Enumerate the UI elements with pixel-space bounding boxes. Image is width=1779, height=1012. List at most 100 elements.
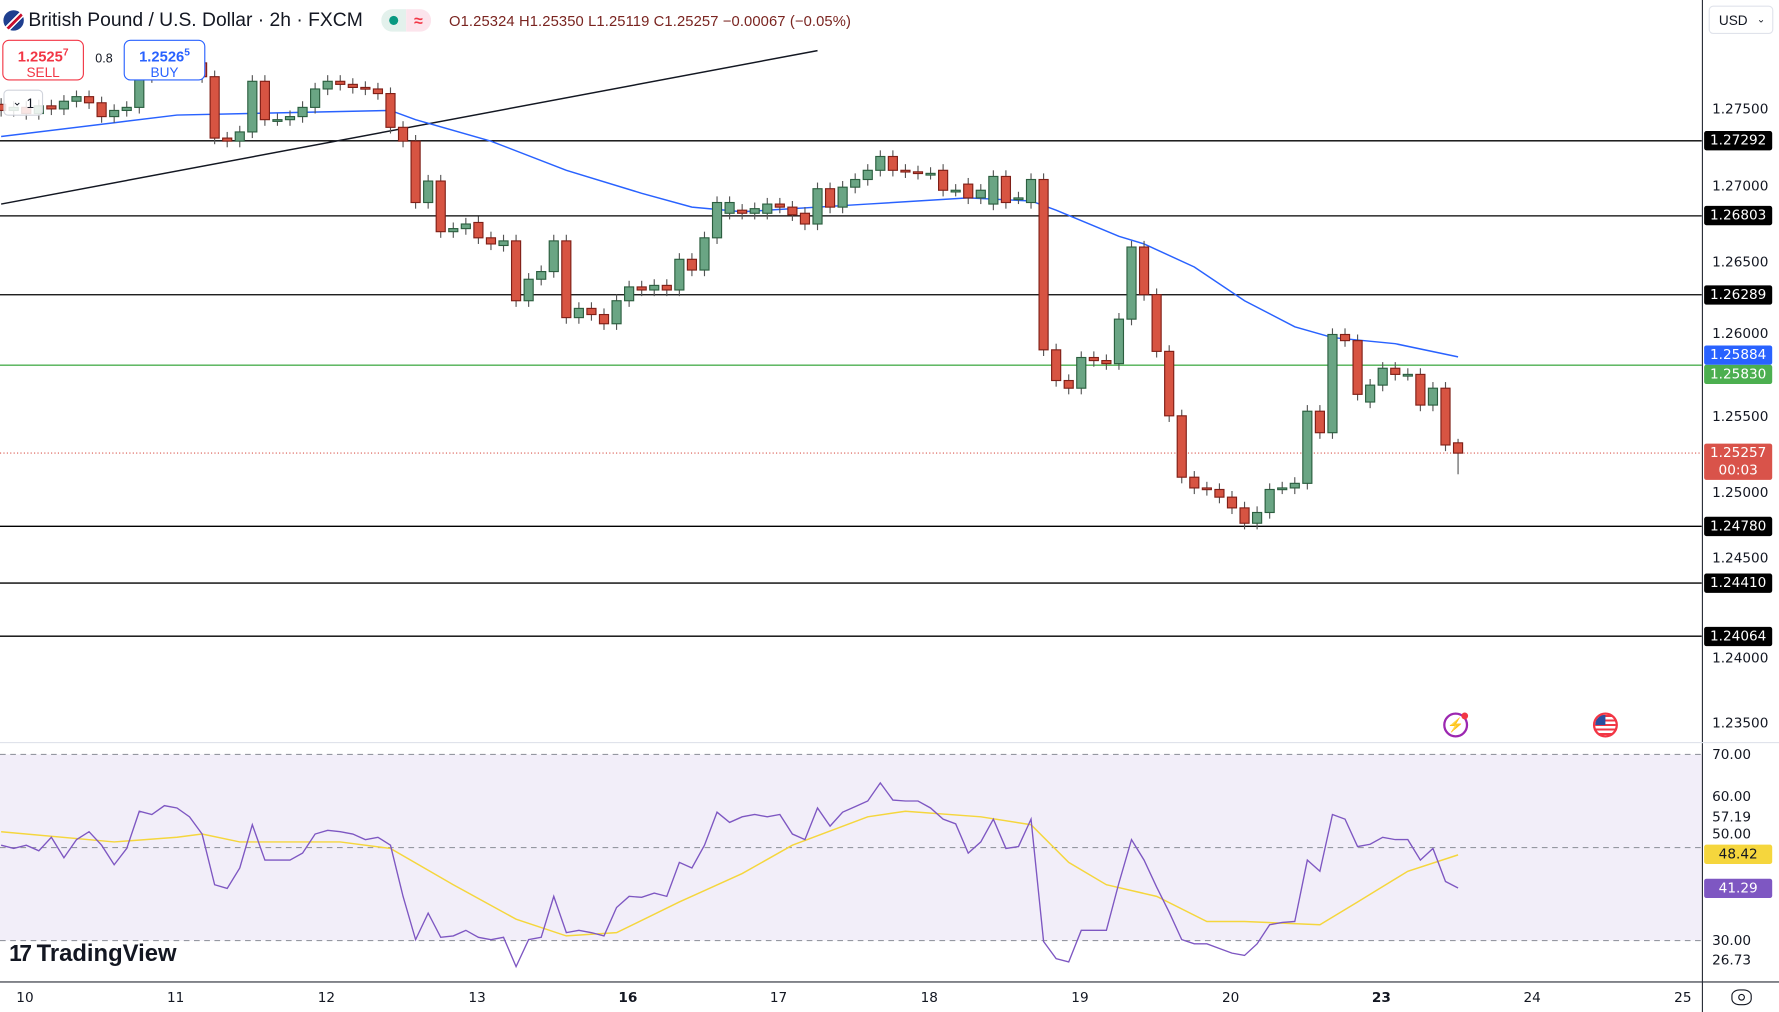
candle xyxy=(686,253,698,277)
time-tick-label: 12 xyxy=(317,989,336,1006)
candle-body xyxy=(1013,197,1024,201)
candle xyxy=(498,234,509,252)
candle-body xyxy=(498,240,509,247)
candle xyxy=(1126,240,1137,326)
candle-body xyxy=(1339,333,1351,342)
candle xyxy=(259,75,270,126)
candle xyxy=(247,75,258,139)
candle-body xyxy=(234,131,245,142)
rsi-tick-label: 60.00 xyxy=(1712,788,1752,805)
candle-body xyxy=(1076,356,1087,389)
tradingview-logo[interactable]: 17 TradingView xyxy=(9,941,176,968)
candle xyxy=(71,90,82,108)
low-label: L xyxy=(588,11,597,29)
indicator-count: 1 xyxy=(26,94,35,111)
candle-body xyxy=(1390,367,1401,375)
sell-price: 1.2525 xyxy=(17,48,63,66)
candle xyxy=(435,174,446,238)
candle xyxy=(649,279,660,297)
candle xyxy=(1201,481,1212,496)
candle-body xyxy=(360,86,371,90)
currency-select[interactable]: USD ⌄ xyxy=(1708,5,1774,35)
high-value: 1.25350 xyxy=(529,11,584,29)
price-tick-label: 1.23500 xyxy=(1712,714,1769,731)
candle xyxy=(862,164,873,186)
collapse-indicators-button[interactable]: ⌄ 1 xyxy=(3,89,44,116)
candle-body xyxy=(310,88,321,108)
us-flag-economic-event-icon[interactable] xyxy=(1592,712,1618,738)
candle-body xyxy=(1277,487,1288,491)
rsi-extreme-label: 57.19 xyxy=(1712,808,1752,825)
time-tick-label: 24 xyxy=(1523,989,1541,1006)
candle-body xyxy=(787,206,798,216)
candle xyxy=(573,302,584,324)
time-tick-label: 18 xyxy=(920,989,938,1006)
spread-value: 0.8 xyxy=(95,52,113,66)
rsi-tick-label: 30.00 xyxy=(1712,932,1752,949)
candle xyxy=(724,196,735,220)
candle-body xyxy=(774,203,785,208)
price-chart[interactable] xyxy=(0,0,1702,741)
candle-body xyxy=(448,228,459,233)
candle xyxy=(900,164,911,178)
candle-body xyxy=(523,278,534,302)
candle-body xyxy=(109,109,120,118)
candle xyxy=(109,104,120,123)
candle-body xyxy=(737,209,748,214)
time-tick-label: 10 xyxy=(16,989,34,1006)
candle xyxy=(988,170,999,211)
candle-body xyxy=(222,137,233,142)
buy-button[interactable]: 1.25265 BUY xyxy=(123,39,206,81)
candle xyxy=(975,184,986,205)
candle-body xyxy=(862,169,873,181)
candle-body xyxy=(975,189,986,199)
candle-body xyxy=(1440,387,1451,446)
candle-body xyxy=(335,80,346,85)
candle-body xyxy=(963,183,974,199)
candle xyxy=(222,131,233,148)
candle-body xyxy=(598,313,610,325)
lightning-event-icon[interactable]: ⚡ xyxy=(1443,712,1469,738)
rsi-chart[interactable] xyxy=(0,743,1702,981)
candle xyxy=(699,231,710,277)
candle xyxy=(548,234,559,278)
price-tick-label: 1.27500 xyxy=(1712,100,1769,117)
candle-body xyxy=(297,106,308,118)
level-price-tag: 1.24780 xyxy=(1704,516,1773,536)
candle-body xyxy=(1101,360,1112,365)
candle xyxy=(1365,378,1376,409)
candle xyxy=(1390,362,1401,381)
status-badges[interactable]: ≈ xyxy=(380,9,431,32)
candle xyxy=(1088,351,1099,367)
level-price-tag: 1.26289 xyxy=(1704,285,1773,305)
candle xyxy=(787,200,798,221)
candle xyxy=(1239,501,1250,530)
candle xyxy=(1051,343,1062,387)
price-tick-label: 1.25500 xyxy=(1712,407,1769,424)
candle xyxy=(1164,345,1175,422)
candle-body xyxy=(259,80,270,121)
candle-body xyxy=(661,284,672,291)
price-tick-label: 1.24000 xyxy=(1712,650,1769,667)
candle xyxy=(674,253,685,297)
pane-divider[interactable] xyxy=(0,742,1779,744)
candle xyxy=(1076,351,1087,395)
low-value: 1.25119 xyxy=(596,11,650,29)
candle-body xyxy=(1402,373,1413,377)
settings-gear-icon[interactable] xyxy=(1731,989,1752,1006)
price-tick-label: 1.25000 xyxy=(1712,484,1769,501)
candle xyxy=(322,75,333,96)
symbol-title[interactable]: British Pound / U.S. Dollar · 2h · FXCM xyxy=(28,9,363,31)
sell-button[interactable]: 1.25257 SELL xyxy=(2,39,84,81)
candle xyxy=(1452,438,1464,475)
candle xyxy=(485,231,497,251)
candle xyxy=(737,204,748,220)
rsi-tick-label: 50.00 xyxy=(1712,825,1752,842)
rsi-line xyxy=(0,781,1459,969)
candle-body xyxy=(247,80,258,133)
price-tick-label: 1.26500 xyxy=(1712,254,1769,271)
candle xyxy=(46,99,57,116)
candle xyxy=(410,135,421,209)
candle-body xyxy=(1251,511,1263,524)
